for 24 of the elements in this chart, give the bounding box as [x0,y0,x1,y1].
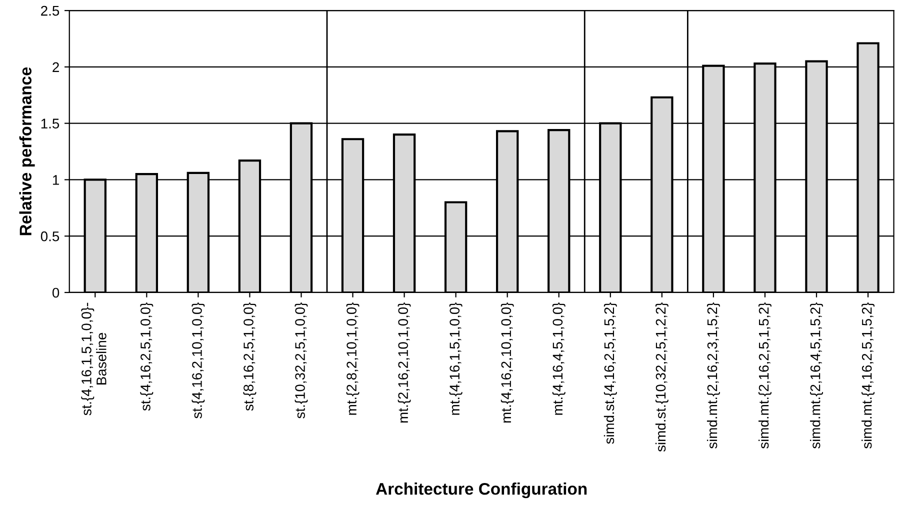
y-tick-label: 1.5 [41,118,60,128]
y-tick-label: 0 [52,288,60,298]
x-tick-label: st.{10,32,2,5,1,0,0} [294,302,308,418]
x-tick-label: simd.mt.{2,16,4,5,1,5,2} [810,302,823,449]
y-tick-label: 2.5 [41,6,60,16]
x-tick-label: simd.st.{4,16,2,5,1,5,2} [604,302,617,444]
x-tick-label: simd.st.{10,32,2,5,1,2,2} [655,302,668,452]
y-tick-label: 1 [52,175,59,185]
x-tick-label: mt.{2,16,2,10,1,0,0} [398,302,411,423]
y-axis-title: Relative performance [19,67,35,236]
x-tick-label: st.{8,16,2,5,1,0,0} [243,302,256,411]
x-tick-label: st.{4,16,1,5,1,0,0}- Baseline [81,302,106,416]
x-tick-label: simd.mt.{2,16,2,3,1,5,2} [706,302,720,449]
x-tick-label: st.{4,16,2,5,1,0,0} [140,302,154,411]
x-tick-label: simd.mt.{2,16,2,5,1,5,2} [758,302,772,449]
y-tick-label: 0.5 [40,231,60,242]
x-tick-label: mt.{4,16,2,10,1,0,0} [500,302,514,423]
x-tick-label: mt.{4,16,1,5,1,0,0} [449,302,462,415]
x-tick-label: simd.mt.{4,16,2,5,1,5,2} [862,302,875,449]
x-tick-label: mt.{4,16,4,5,1,0,0} [552,302,566,415]
x-tick-label: mt.{2,8,2,10,1,0,0} [346,302,360,415]
y-tick-label: 2 [52,62,59,72]
x-axis-title: Architecture Configuration [376,482,587,498]
x-tick-label: st.{4,16,2,10,1,0,0} [192,302,205,418]
